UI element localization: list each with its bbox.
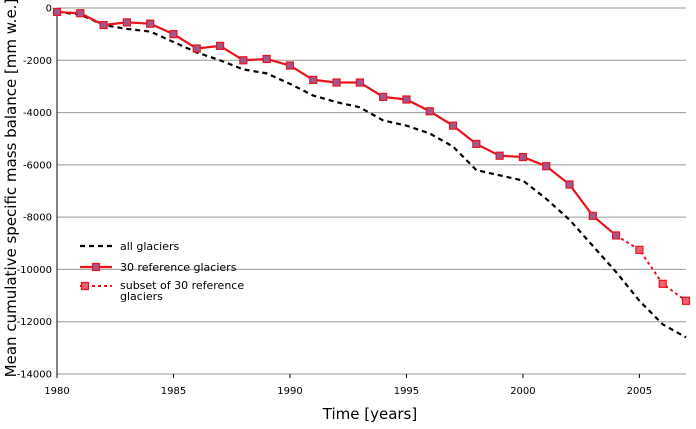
reference-marker bbox=[52, 7, 62, 17]
reference-marker bbox=[542, 162, 551, 171]
reference-marker bbox=[332, 78, 341, 87]
x-tick-label: 1980 bbox=[44, 386, 69, 397]
reference-marker bbox=[285, 61, 295, 70]
x-tick-label: 2000 bbox=[510, 386, 535, 397]
legend-label-subset-line2: glaciers bbox=[120, 290, 163, 303]
legend-label-all-glaciers: all glaciers bbox=[120, 240, 180, 253]
y-tick-label: -12000 bbox=[17, 317, 52, 328]
reference-marker bbox=[309, 75, 318, 84]
reference-marker bbox=[425, 107, 434, 116]
reference-marker bbox=[448, 121, 458, 130]
subset-marker bbox=[681, 296, 691, 305]
reference-marker bbox=[612, 231, 621, 240]
subset-marker bbox=[635, 245, 644, 254]
legend-label-reference: 30 reference glaciers bbox=[120, 261, 237, 274]
legend-label-subset: subset of 30 reference glaciers bbox=[120, 279, 244, 303]
y-tick-label: -10000 bbox=[17, 265, 52, 276]
x-axis-title: Time [years] bbox=[322, 405, 417, 423]
reference-marker bbox=[379, 92, 388, 101]
y-tick-label: -14000 bbox=[17, 370, 52, 381]
reference-marker bbox=[146, 19, 155, 28]
grid-layer bbox=[57, 7, 686, 375]
reference-marker bbox=[169, 30, 178, 39]
y-tick-label: -8000 bbox=[23, 213, 52, 224]
y-axis-title: Mean cumulative specific mass balance [m… bbox=[2, 0, 20, 377]
reference-marker bbox=[565, 180, 574, 189]
reference-marker bbox=[99, 20, 108, 30]
reference-marker bbox=[239, 56, 248, 65]
reference-marker bbox=[588, 211, 597, 220]
legend-marker-subset bbox=[80, 281, 90, 291]
series-layer bbox=[52, 7, 691, 339]
y-tick-label: 0 bbox=[46, 4, 52, 15]
x-tick-label: 2005 bbox=[627, 386, 652, 397]
reference-marker bbox=[495, 151, 504, 160]
x-tick-label: 1995 bbox=[394, 386, 419, 397]
reference-marker bbox=[262, 54, 271, 64]
legend-label-subset-line1: subset of 30 reference bbox=[120, 279, 244, 292]
y-tick-label: -4000 bbox=[23, 108, 52, 119]
x-tick-label: 1990 bbox=[277, 386, 302, 397]
axis-layer: 0 -2000 -4000 -6000 -8000 -10000 -12000 -14000 1… bbox=[17, 4, 653, 398]
legend-marker-reference bbox=[91, 262, 101, 272]
reference-marker bbox=[472, 139, 481, 149]
subset-marker bbox=[658, 279, 667, 288]
reference-marker bbox=[402, 95, 411, 104]
series-line-subset bbox=[615, 234, 687, 302]
y-tick-label: -6000 bbox=[23, 160, 52, 171]
series-line-reference bbox=[56, 10, 617, 237]
reference-marker bbox=[192, 44, 201, 53]
y-tick-label: -2000 bbox=[23, 56, 52, 67]
reference-marker bbox=[76, 9, 85, 18]
reference-marker bbox=[122, 18, 131, 27]
x-tick-label: 1985 bbox=[161, 386, 186, 397]
reference-marker bbox=[518, 152, 528, 162]
reference-marker bbox=[355, 78, 364, 87]
reference-marker bbox=[215, 41, 225, 51]
series-line-all-glaciers bbox=[56, 10, 687, 339]
legend: all glaciers 30 reference glaciers subset … bbox=[80, 240, 244, 303]
